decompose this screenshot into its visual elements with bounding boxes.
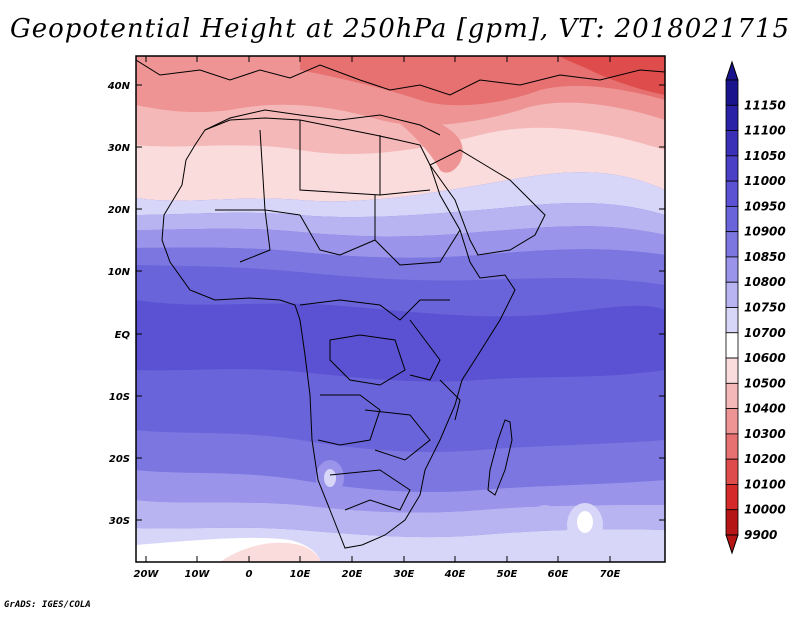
colorbar-label: 10950 — [744, 199, 786, 213]
colorbar-swatch — [725, 382, 739, 410]
lon-tick-label: 60E — [548, 569, 569, 580]
lat-axis — [136, 84, 665, 521]
lat-tick-label: EQ — [115, 330, 131, 341]
colorbar-label: 10850 — [744, 250, 786, 264]
credit-label: GrADS: IGES/COLA — [4, 600, 91, 610]
colorbar-label: 10500 — [744, 376, 786, 390]
lon-tick-label: 20E — [342, 569, 363, 580]
colorbar-swatch — [725, 484, 739, 511]
lat-tick-label: 30N — [108, 143, 131, 154]
colorbar-swatch — [725, 180, 739, 207]
colorbar-label: 11150 — [744, 98, 786, 112]
colorbar-swatch — [725, 332, 739, 359]
lat-tick-label: 20S — [109, 454, 130, 465]
colorbar-swatch — [725, 256, 739, 283]
colorbar-top-arrow — [725, 60, 739, 81]
lat-tick-label: 10N — [108, 267, 131, 278]
colorbar-swatch — [725, 509, 739, 536]
lon-tick-label: 0 — [246, 569, 253, 580]
colorbar-swatch — [725, 155, 739, 182]
map-border — [135, 55, 666, 563]
colorbar-label: 10800 — [744, 275, 786, 289]
lon-tick-label: 30E — [394, 569, 415, 580]
colorbar-swatch — [725, 281, 739, 308]
lat-tick-label: 10S — [109, 392, 130, 403]
colorbar-swatch — [725, 357, 739, 384]
contour-fill — [136, 56, 665, 562]
colorbar-swatch — [725, 433, 739, 460]
lon-tick-label: 10E — [290, 569, 311, 580]
colorbar-label: 10100 — [744, 477, 786, 491]
colorbar-swatch — [725, 231, 739, 258]
colorbar-label: 10700 — [744, 326, 786, 340]
colorbar-label: 10000 — [744, 503, 786, 517]
colorbar-label: 11100 — [744, 124, 786, 138]
lon-tick-label: 20W — [134, 569, 160, 580]
colorbar-bottom-arrow — [725, 534, 739, 555]
colorbar-label: 11000 — [744, 174, 786, 188]
colorbar-swatch — [725, 104, 739, 131]
colorbar-swatch — [725, 79, 739, 106]
lon-tick-label: 40E — [444, 569, 466, 580]
lat-tick-label: 20N — [108, 205, 131, 216]
colorbar-swatch — [725, 458, 739, 485]
colorbar-label: 10900 — [744, 225, 786, 239]
colorbar-label: 10300 — [744, 427, 786, 441]
colorbar-label: 11050 — [744, 149, 786, 163]
colorbar-label: 10600 — [744, 351, 786, 365]
colorbar-label: 10200 — [744, 452, 786, 466]
lon-tick-label: 70E — [600, 569, 621, 580]
lon-tick-label: 10W — [185, 569, 211, 580]
colorbar-label: 10750 — [744, 301, 786, 315]
lon-axis — [145, 56, 611, 562]
lat-tick-label: 40N — [107, 81, 131, 92]
colorbar-swatch — [725, 307, 739, 334]
coastlines — [136, 59, 665, 549]
colorbar-label: 9900 — [744, 528, 777, 542]
colorbar-label: 10400 — [744, 402, 786, 416]
chart-title: Geopotential Height at 250hPa [gpm], VT:… — [9, 14, 791, 44]
colorbar-swatch — [725, 408, 739, 435]
lon-tick-label: 50E — [497, 569, 518, 580]
colorbar-swatch — [725, 130, 739, 157]
colorbar-swatch — [725, 205, 739, 233]
colorbar: 11150 11100 11050 11000 10950 10900 10850 10800… — [725, 60, 786, 555]
lat-tick-label: 30S — [109, 516, 130, 527]
